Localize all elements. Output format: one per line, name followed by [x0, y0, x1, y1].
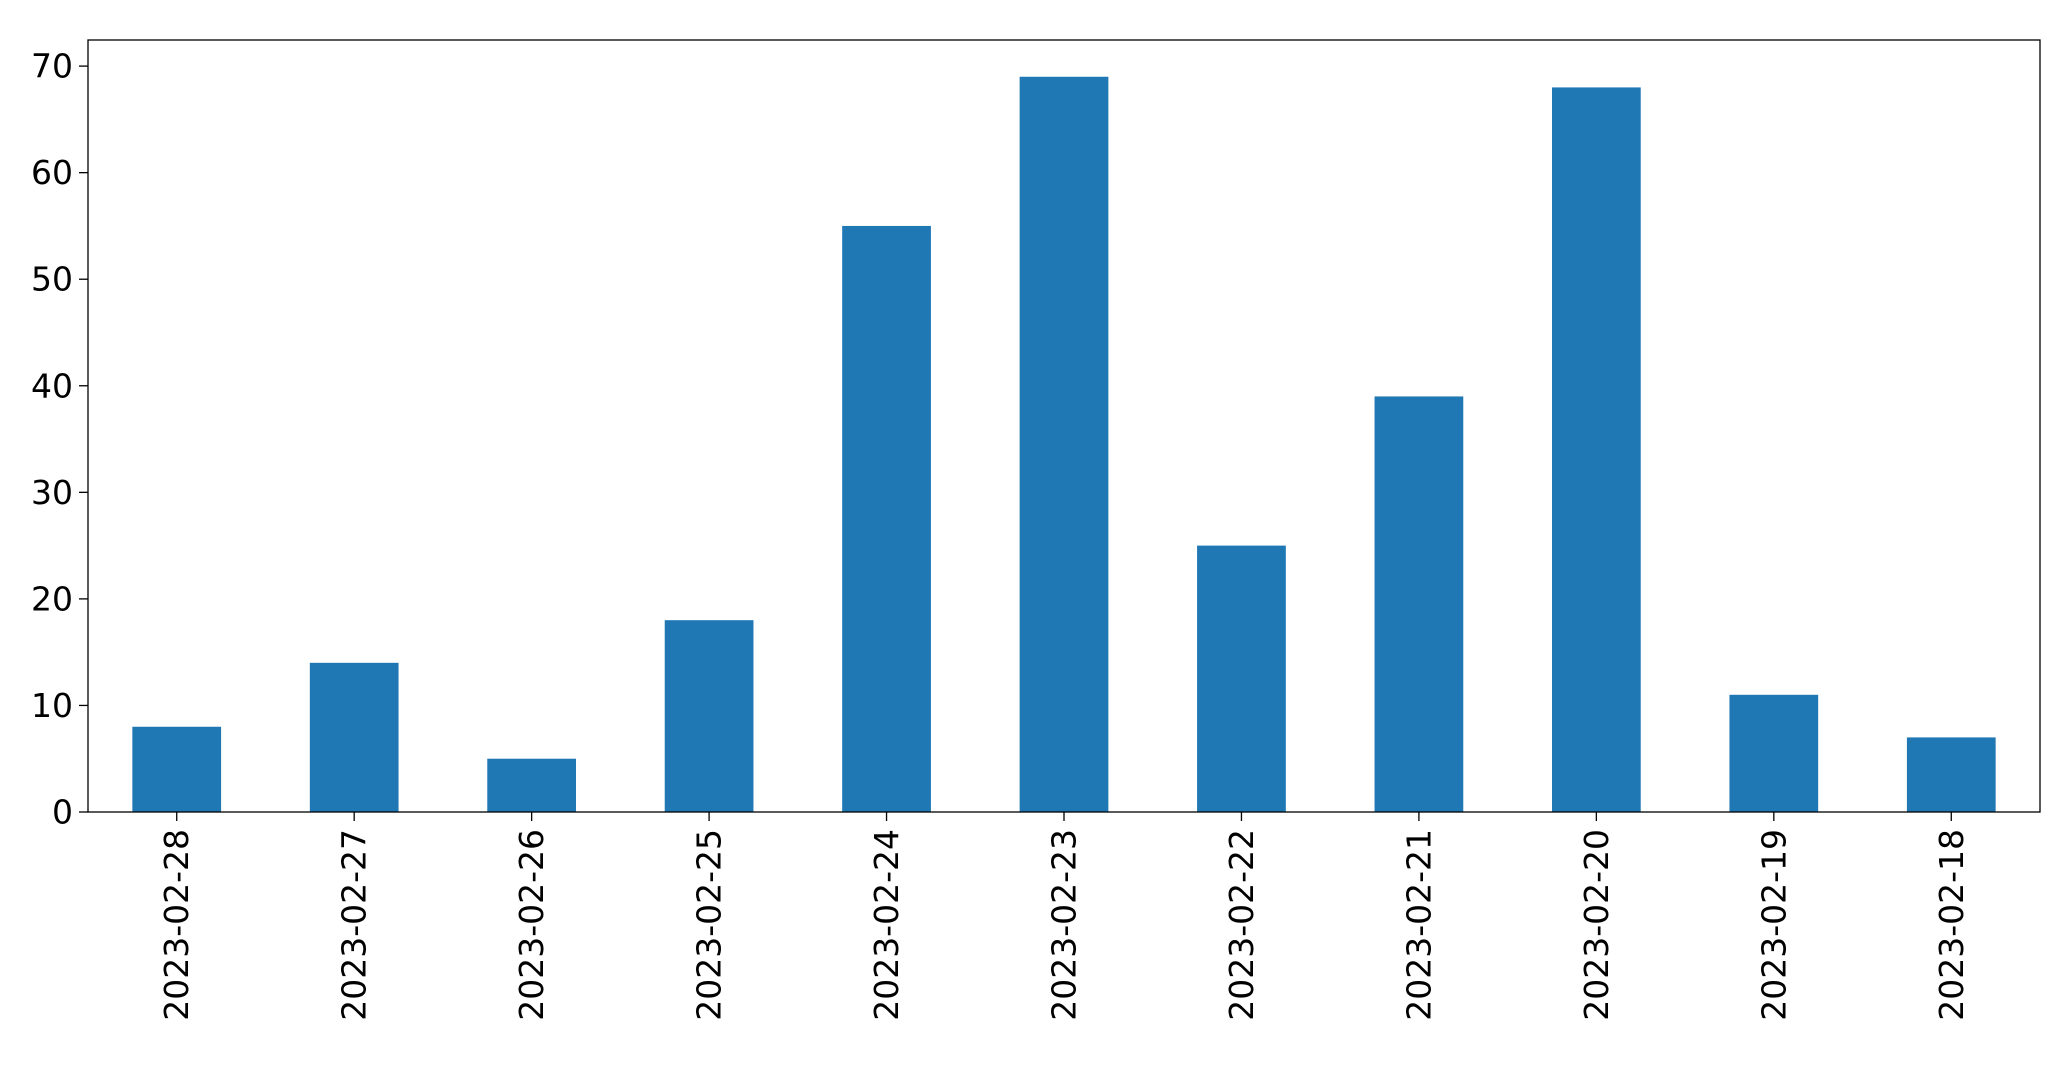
x-tick-label: 2023-02-24 [867, 829, 906, 1021]
y-tick-label: 0 [52, 793, 73, 832]
y-tick-label: 50 [31, 260, 73, 299]
x-tick-label: 2023-02-21 [1399, 829, 1438, 1021]
bar [1906, 737, 1996, 812]
y-tick-label: 70 [31, 47, 73, 86]
x-tick-label: 2023-02-20 [1577, 829, 1616, 1021]
y-tick-label: 60 [31, 153, 73, 192]
y-tick-label: 10 [31, 686, 73, 725]
x-tick-label: 2023-02-19 [1754, 829, 1793, 1021]
bar [1374, 396, 1464, 812]
x-tick-label: 2023-02-23 [1045, 829, 1084, 1021]
bar [1729, 694, 1819, 812]
bar [1019, 76, 1109, 812]
x-tick-label: 2023-02-22 [1222, 829, 1261, 1021]
x-tick-label: 2023-02-25 [690, 829, 729, 1021]
bar [1197, 545, 1286, 812]
bar [132, 726, 222, 812]
bar [664, 620, 754, 812]
y-tick-label: 30 [31, 473, 73, 512]
bar [842, 225, 931, 812]
bars-layer [132, 76, 1996, 812]
y-tick-label: 40 [31, 366, 73, 405]
x-tick-label: 2023-02-26 [512, 829, 551, 1021]
x-tick-label: 2023-02-28 [157, 829, 196, 1021]
bar [309, 662, 399, 812]
plot-area-frame [87, 39, 2041, 813]
bar [1552, 87, 1641, 812]
bar [487, 758, 576, 812]
y-axis: 0 10 20 30 40 50 60 70 [31, 47, 88, 832]
x-tick-label: 2023-02-27 [335, 829, 374, 1021]
x-tick-label: 2023-02-18 [1932, 829, 1971, 1021]
x-axis: 2023-02-28 2023-02-27 2023-02-26 2023-02-25… [157, 812, 1971, 1021]
y-tick-label: 20 [31, 579, 73, 618]
